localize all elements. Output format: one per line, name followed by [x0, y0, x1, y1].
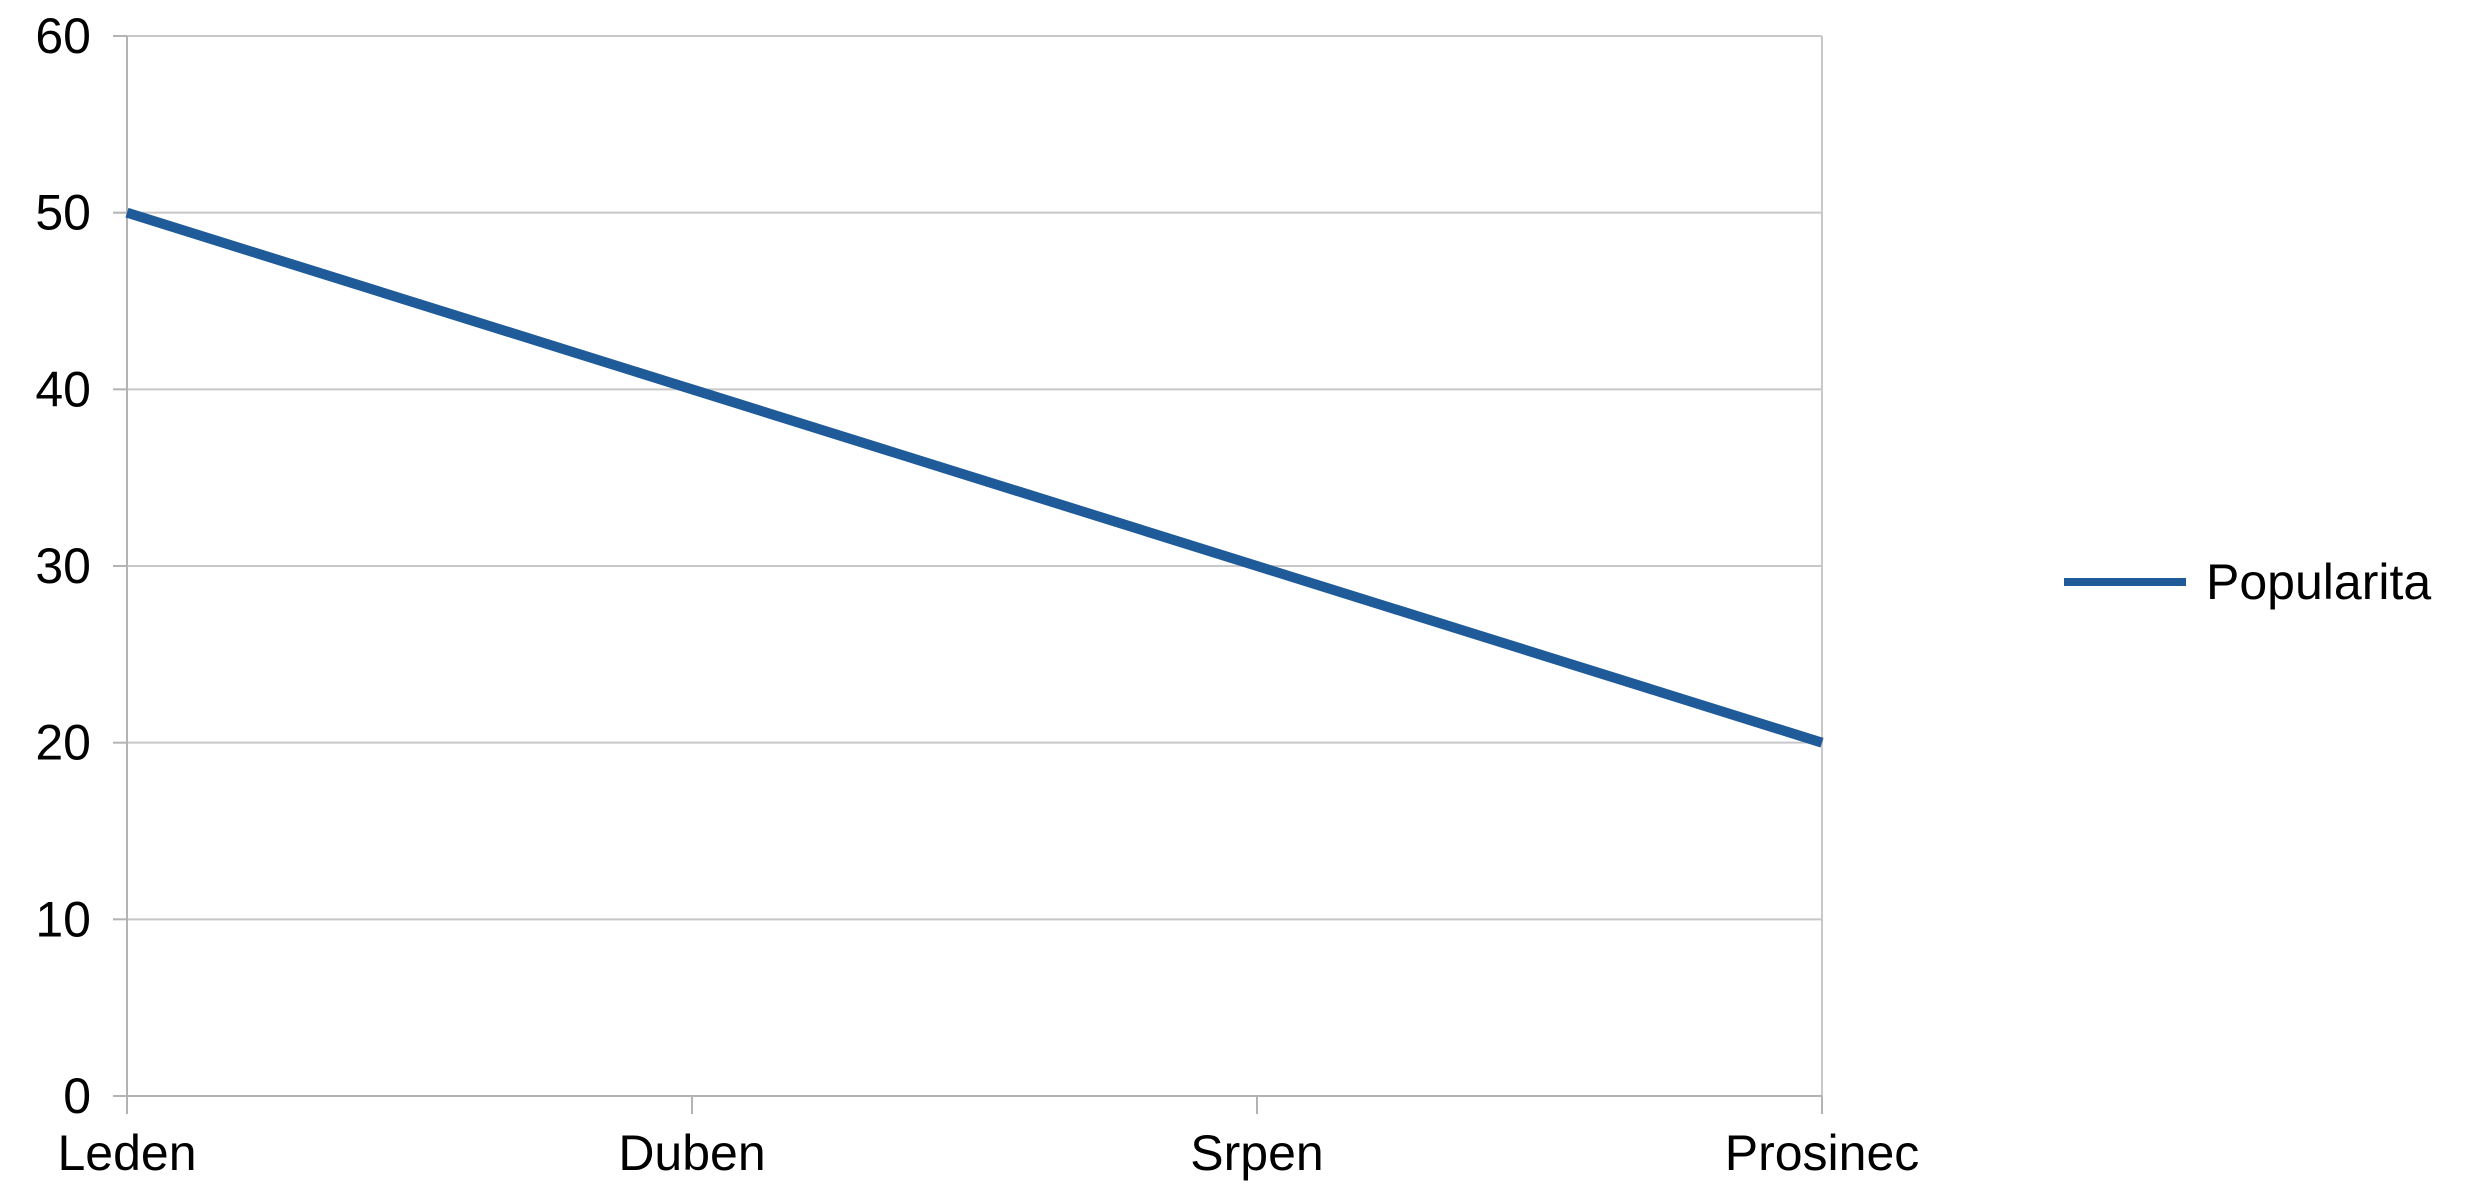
series-lines	[125, 207, 1824, 748]
y-tick-label: 60	[35, 8, 91, 64]
legend-label: Popularita	[2206, 554, 2431, 610]
y-tick-label: 20	[35, 715, 91, 771]
y-tick-label: 50	[35, 185, 91, 241]
y-tick-label: 40	[35, 361, 91, 417]
y-tick-label: 30	[35, 538, 91, 594]
y-tick-label: 10	[35, 891, 91, 947]
x-tick-label: Srpen	[1190, 1125, 1323, 1181]
x-tick-label: Prosinec	[1725, 1125, 1920, 1181]
x-tick-label: Duben	[618, 1125, 765, 1181]
x-tick-label: Leden	[57, 1125, 196, 1181]
y-tick-labels: 0 10 20 30 40 50 60	[35, 8, 91, 1124]
legend: Popularita	[2064, 554, 2431, 610]
axes	[113, 35, 1823, 1114]
series-line	[125, 207, 1824, 748]
gridlines	[127, 35, 1822, 921]
y-tick-label: 0	[63, 1068, 91, 1124]
x-tick-labels: Leden Duben Srpen Prosinec	[57, 1125, 1919, 1181]
